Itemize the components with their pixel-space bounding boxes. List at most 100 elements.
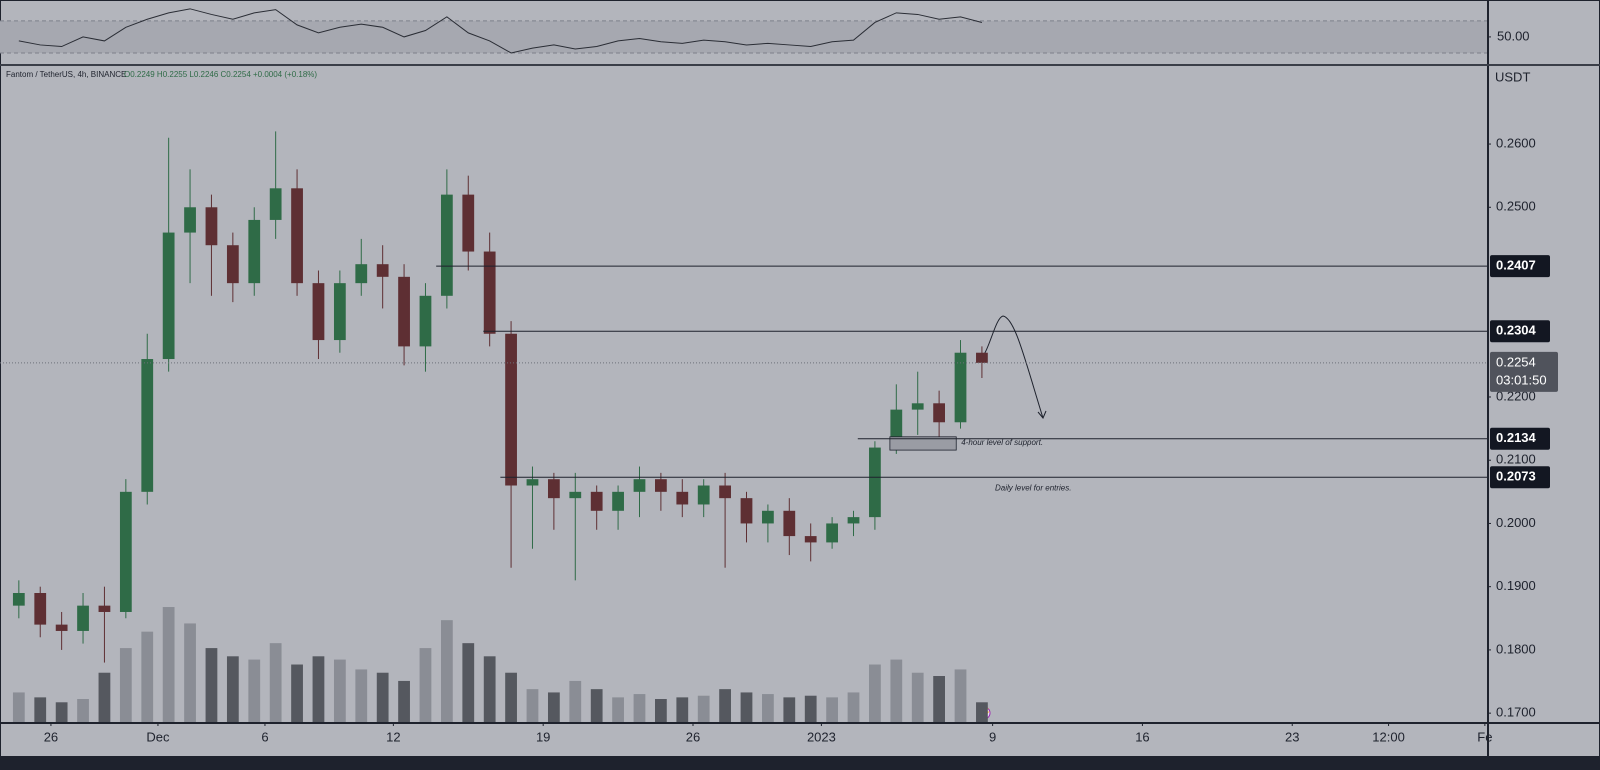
volume-bar [590,689,603,722]
level-label: 0.2073 [1496,469,1536,484]
volume-bar [141,631,154,722]
rsi-line [18,8,983,54]
candle-body [655,479,667,492]
candle-body [740,498,753,524]
candle-body [547,479,560,499]
candle-body [505,333,517,486]
candle-body [954,352,967,423]
candle-body [783,510,796,537]
x-tick-label: 16 [1135,729,1149,744]
candle-body [376,264,389,277]
volume-bar [762,694,774,722]
x-tick-label: Dec [146,729,170,744]
volume-bar [697,695,710,722]
candle-body [890,409,903,448]
candle-body [676,491,689,505]
countdown-label: 03:01:50 [1496,372,1547,387]
candle-body [697,485,710,505]
candle-body [291,188,303,284]
level-tag [1490,427,1550,450]
volume-bar [612,697,624,722]
y-tick-label: 0.2500 [1496,199,1536,214]
current-price-label: 0.2254 [1496,354,1536,369]
candle-body [847,517,860,524]
volume-bar [55,702,68,722]
support-zone [889,436,957,451]
x-tick-label: Fe [1477,729,1492,744]
volume-bar [655,699,667,722]
y-tick-label: 0.1800 [1496,641,1536,656]
level-label: 0.2134 [1496,430,1537,445]
volume-bar [505,672,517,722]
x-tick-label: 26 [44,729,58,744]
price-unit: USDT [1495,69,1530,84]
volume-bar [376,672,389,722]
volume-bar [312,656,325,722]
candle-body [398,276,410,347]
candle-body [826,523,838,543]
x-tick-label: 12 [386,729,400,744]
volume-bar [226,656,239,722]
y-tick-label: 0.1900 [1496,578,1536,593]
candle-body [141,359,154,492]
volume-bar [98,672,111,722]
candle-body [12,593,25,606]
candle-body [462,194,475,252]
candle-body [355,264,368,284]
level-label: 0.2407 [1496,258,1536,273]
candle-body [55,624,68,631]
symbol-label: Fantom / TetherUS, 4h, BINANCE [6,70,126,79]
volume-bar [954,669,967,722]
volume-bar [676,697,689,722]
volume-bar [633,694,646,722]
y-tick-label: 0.2600 [1496,135,1536,150]
quote-label: O0.2249 H0.2255 L0.2246 C0.2254 +0.0004 … [124,70,317,79]
candle-body [911,403,924,410]
candle-body [162,232,175,360]
volume-bar [911,672,924,722]
candle-body [205,207,218,246]
volume-bar [547,692,560,722]
candle-body [312,283,325,341]
candle-body [269,188,282,220]
volume-bar [483,656,496,722]
candle-body [633,479,646,492]
candle-body [77,605,89,631]
candle-body [483,251,496,334]
candle-body [762,510,774,524]
level-tag [1490,255,1550,278]
candle-body [98,605,111,612]
volume-bar [569,680,582,722]
volume-bar [804,695,817,722]
entry-note: Daily level for entries. [995,483,1071,492]
candle-body [34,593,47,625]
volume-bar [34,697,47,722]
volume-bar [162,607,175,722]
candle-body [526,479,539,486]
volume-bar [869,664,881,722]
volume-bar [719,689,731,722]
volume-bar [440,620,453,722]
candle-body [419,295,432,347]
x-tick-label: 12:00 [1372,729,1405,744]
candle-body [869,447,881,518]
candle-body [569,491,582,499]
candle-body [719,485,731,499]
candle-body [248,219,261,284]
rsi-band [0,20,1487,53]
y-tick-label: 0.2100 [1496,452,1536,467]
volume-bar [933,676,945,722]
volume-bar [398,680,410,722]
x-tick-label: 9 [989,729,996,744]
y-tick-label: 0.2000 [1496,515,1536,530]
corner [1489,724,1599,756]
volume-bar [976,702,988,722]
x-tick-label: 26 [686,729,700,744]
candle-body [804,536,817,543]
candle-body [590,491,603,511]
time-scale-background [1,724,1487,756]
x-tick-label: 19 [536,729,550,744]
candle-body [933,403,945,423]
